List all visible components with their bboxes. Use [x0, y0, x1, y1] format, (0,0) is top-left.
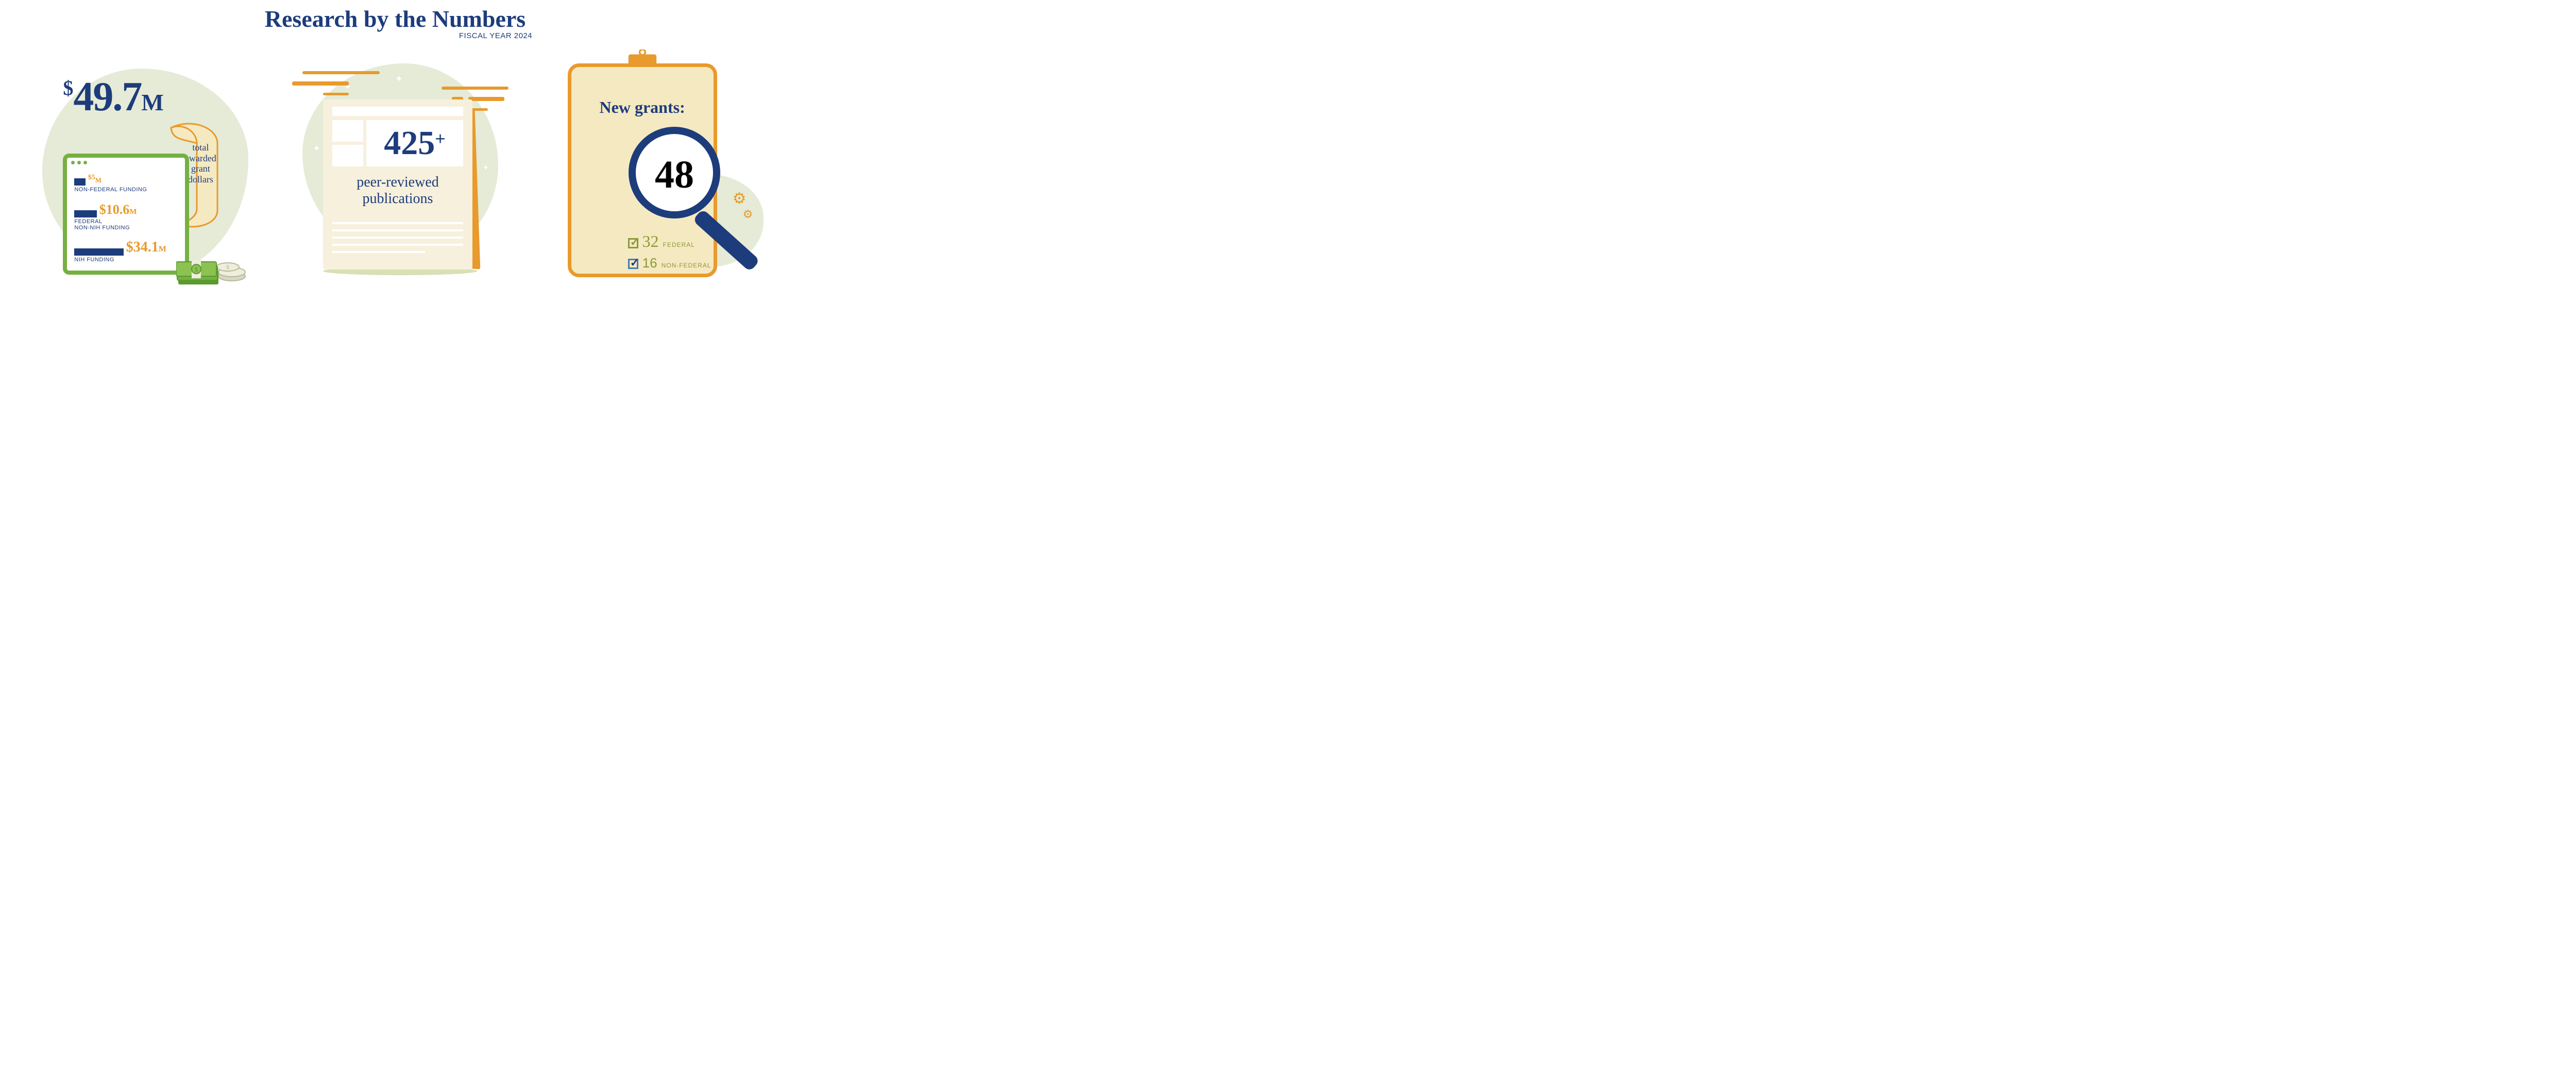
- header: Research by the Numbers FISCAL YEAR 2024: [0, 0, 790, 40]
- nonfederal-label: NON-FEDERAL: [662, 262, 711, 269]
- grants-panel: New grants: 48 32 FEDERAL 16 NON-FEDERAL…: [527, 45, 764, 293]
- gear-icon: ⚙: [733, 190, 747, 208]
- panels-row: $49.7M total awarded grant dollars $5M N…: [0, 45, 790, 293]
- dollar-prefix: $: [63, 76, 73, 99]
- grant-row-federal: 32 FEDERAL: [628, 232, 695, 251]
- publication-paper-icon: 425+ peer-reviewedpublications: [323, 99, 472, 270]
- motion-lines-icon: [292, 71, 380, 103]
- bar2-label: FEDERAL NON-NIH FUNDING: [74, 219, 137, 231]
- tablet-dots-icon: [71, 161, 87, 164]
- publications-label: peer-reviewedpublications: [323, 174, 472, 207]
- bar-federal-nonnih: [74, 210, 97, 217]
- amount-suffix: M: [141, 89, 163, 115]
- clipboard-icon: New grants: 48 32 FEDERAL 16 NON-FEDERAL: [568, 63, 717, 277]
- total-funding-amount: $49.7M: [63, 74, 163, 121]
- bar1-label: NON-FEDERAL FUNDING: [74, 187, 147, 193]
- sparkle-icon: ✦: [483, 164, 489, 173]
- sparkle-icon: ✦: [313, 143, 320, 154]
- fiscal-year-subtitle: FISCAL YEAR 2024: [201, 31, 790, 40]
- funding-panel: $49.7M total awarded grant dollars $5M N…: [27, 45, 264, 293]
- checkbox-icon: [628, 259, 638, 269]
- bar3-amount: $34.1: [126, 239, 159, 255]
- bar-nonfederal: [74, 178, 86, 186]
- svg-text:$: $: [195, 265, 198, 273]
- bar1-amount: $5: [88, 174, 95, 181]
- publications-count: 425+: [384, 124, 446, 163]
- federal-count: 32: [642, 232, 659, 251]
- grants-title: New grants:: [571, 98, 714, 117]
- federal-label: FEDERAL: [663, 241, 695, 248]
- tablet-chart: $5M NON-FEDERAL FUNDING $10.6M FEDERAL N…: [63, 154, 189, 275]
- nonfederal-count: 16: [642, 255, 657, 271]
- bar-row-federal-nonnih: $10.6M FEDERAL NON-NIH FUNDING: [74, 202, 137, 231]
- grant-row-nonfederal: 16 NON-FEDERAL: [628, 255, 711, 271]
- publications-panel: ✦ ✦ ✦ ✦ 425+ peer-reviewed: [277, 45, 514, 293]
- page-title: Research by the Numbers: [0, 5, 790, 32]
- bar2-amount: $10.6: [99, 202, 130, 217]
- bar3-label: NIH FUNDING: [74, 257, 166, 263]
- sparkle-icon: ✦: [395, 74, 403, 85]
- amount-value: 49.7: [73, 74, 141, 120]
- svg-text:$: $: [226, 263, 229, 271]
- bar-row-nonfederal: $5M NON-FEDERAL FUNDING: [74, 172, 147, 193]
- bar-nih: [74, 248, 124, 256]
- checkbox-icon: [628, 238, 638, 248]
- bar-row-nih: $34.1M NIH FUNDING: [74, 239, 166, 263]
- gear-icon: ⚙: [743, 208, 753, 221]
- money-icon: $ $: [176, 251, 248, 288]
- grants-count: 48: [655, 153, 694, 196]
